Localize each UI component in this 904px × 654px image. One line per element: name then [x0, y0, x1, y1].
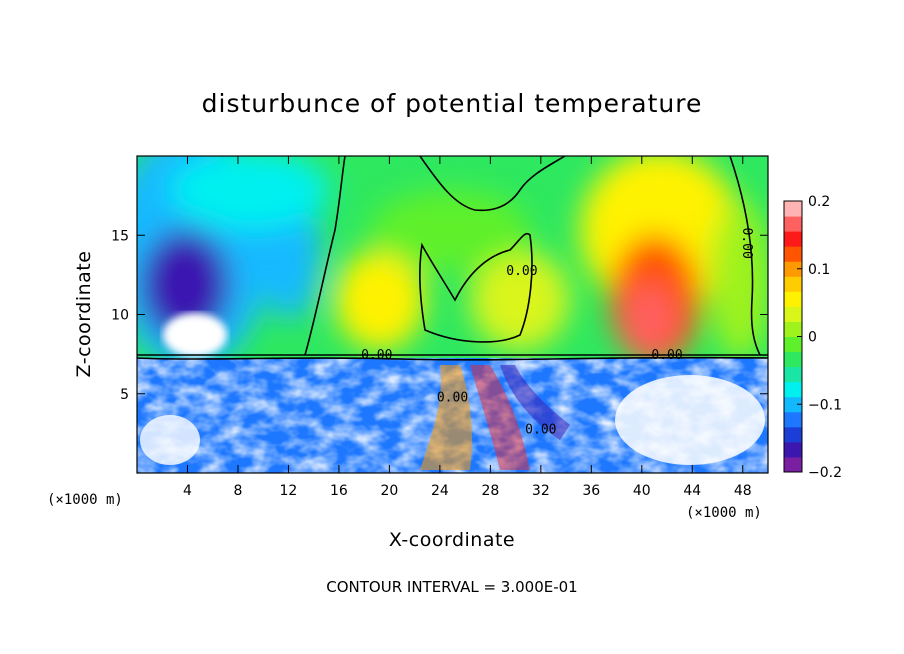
field-blob: [470, 250, 570, 350]
contour-labels: 0.00 0.00 0.00 0.00 0.00 0.00: [361, 228, 754, 438]
colorbar-swatch: [784, 396, 802, 413]
field-blob: [625, 285, 675, 355]
lower-white-pool: [615, 375, 765, 465]
plot-area: [137, 156, 768, 473]
y-axis-ticks: 5 10 15: [111, 228, 768, 403]
x-tick-label: 16: [330, 483, 348, 499]
x-tick-label: 40: [633, 483, 651, 499]
colorbar-ticks: 0.2 0.1 0 −0.1 −0.2: [797, 194, 842, 481]
contour-interval-note: CONTOUR INTERVAL = 3.000E-01: [326, 578, 577, 596]
x-tick-label: 44: [683, 483, 701, 499]
x-tick-label: 28: [481, 483, 499, 499]
contour-label: 0.00: [361, 348, 392, 363]
colorbar-swatch: [784, 426, 802, 443]
colorbar-swatch: [784, 366, 802, 383]
zero-contours: [137, 156, 768, 361]
colorbar-swatch: [784, 321, 802, 337]
colorbar-swatch: [784, 261, 802, 277]
x-tick-label: 48: [734, 483, 752, 499]
contour-line: [419, 232, 533, 343]
field-blob: [140, 230, 230, 340]
z-unit-label: (×1000 m): [686, 505, 762, 521]
y-tick-label: 10: [111, 308, 129, 324]
x-tick-label: 4: [183, 483, 192, 499]
colorbar-swatch: [784, 441, 802, 458]
colorbar: [783, 200, 803, 473]
y-tick-label: 5: [120, 387, 129, 403]
colorbar-swatch: [784, 216, 802, 232]
x-axis-label: X-coordinate: [389, 529, 515, 551]
field-blob: [710, 200, 768, 360]
x-tick-label: 8: [233, 483, 242, 499]
chart-title: disturbunce of potential temperature: [202, 89, 703, 118]
x-tick-label: 20: [380, 483, 398, 499]
contour-line: [137, 356, 768, 361]
x-tick-label: 32: [532, 483, 550, 499]
lower-field: [137, 358, 768, 473]
colorbar-swatch: [784, 246, 802, 262]
colorbar-swatch: [784, 336, 802, 353]
colorbar-tick-label: 0.2: [808, 194, 830, 210]
colorbar-swatch: [784, 381, 802, 398]
contour-line: [304, 156, 346, 356]
x-tick-label: 12: [280, 483, 298, 499]
x-tick-label: 36: [582, 483, 600, 499]
colorbar-swatch: [784, 411, 802, 428]
y-axis-label: Z-coordinate: [73, 251, 95, 378]
contour-label: 0.00: [739, 228, 754, 259]
field-blob: [335, 250, 425, 350]
contour-label: 0.00: [651, 348, 682, 363]
contour-line: [419, 156, 566, 212]
contour-line: [729, 156, 761, 356]
colorbar-swatch: [784, 291, 802, 307]
warm-core: [163, 313, 227, 357]
colorbar-tick-label: −0.2: [808, 465, 842, 481]
colorbar-tick-label: 0: [808, 330, 817, 346]
x-unit-label: (×1000 m): [47, 492, 123, 508]
colorbar-tick-label: −0.1: [808, 397, 842, 413]
colorbar-swatch: [784, 351, 802, 368]
colorbar-swatch: [784, 306, 802, 322]
field-blob: [170, 156, 330, 230]
lower-cold-streak: [500, 365, 570, 440]
lower-white-pool: [140, 415, 200, 465]
contour-label: 0.00: [506, 264, 537, 279]
lower-warm-streak: [420, 365, 472, 470]
colorbar-swatch: [784, 201, 802, 217]
colorbar-tick-label: 0.1: [808, 262, 830, 278]
field-blob: [370, 190, 530, 270]
colorbar-swatch: [784, 231, 802, 247]
x-axis-ticks: 4 8 12 16 20 24 28 32 36 40 44 48: [183, 156, 752, 499]
x-tick-label: 24: [431, 483, 449, 499]
contour-label: 0.00: [525, 422, 556, 437]
colorbar-swatch: [784, 456, 802, 473]
colorbar-swatch: [784, 276, 802, 292]
y-tick-label: 15: [111, 228, 129, 244]
contour-label: 0.00: [437, 391, 468, 406]
lower-warm-streak: [470, 365, 530, 470]
